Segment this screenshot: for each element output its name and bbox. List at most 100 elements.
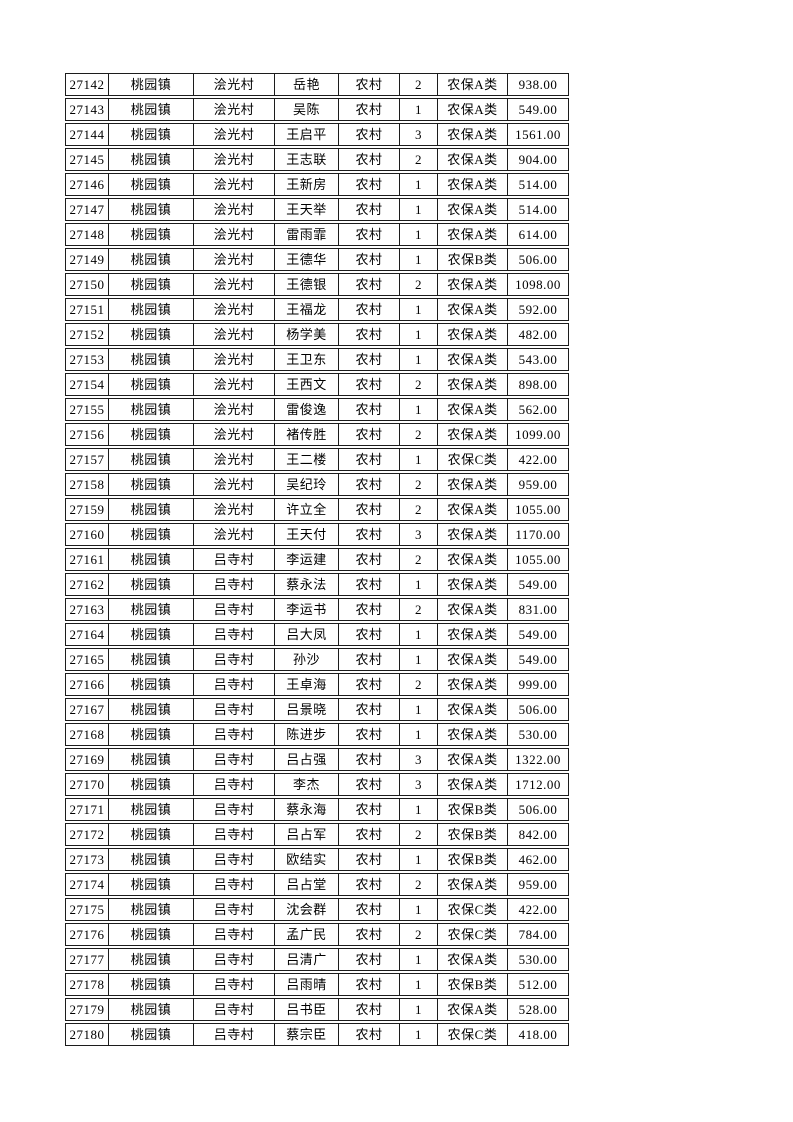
cell-record-id: 27174 — [65, 873, 108, 896]
cell-residence-type: 农村 — [338, 148, 399, 171]
cell-amount: 592.00 — [507, 298, 569, 321]
cell-residence-type: 农村 — [338, 273, 399, 296]
cell-residence-type: 农村 — [338, 648, 399, 671]
cell-person-count: 1 — [399, 323, 437, 346]
table-row: 27163 桃园镇 吕寺村 李运书 农村 2 农保A类 831.00 — [65, 598, 569, 621]
cell-person-count: 1 — [399, 623, 437, 646]
cell-person-count: 1 — [399, 223, 437, 246]
cell-person-name: 王天举 — [274, 198, 338, 221]
cell-person-name: 雷雨霏 — [274, 223, 338, 246]
cell-amount: 549.00 — [507, 623, 569, 646]
cell-person-name: 吕占强 — [274, 748, 338, 771]
cell-residence-type: 农村 — [338, 173, 399, 196]
cell-amount: 1099.00 — [507, 423, 569, 446]
cell-record-id: 27142 — [65, 73, 108, 96]
cell-village: 吕寺村 — [193, 698, 274, 721]
cell-amount: 549.00 — [507, 98, 569, 121]
cell-record-id: 27151 — [65, 298, 108, 321]
cell-person-count: 1 — [399, 398, 437, 421]
cell-residence-type: 农村 — [338, 948, 399, 971]
cell-village: 吕寺村 — [193, 973, 274, 996]
cell-person-name: 孟广民 — [274, 923, 338, 946]
table-row: 27172 桃园镇 吕寺村 吕占军 农村 2 农保B类 842.00 — [65, 823, 569, 846]
table-row: 27175 桃园镇 吕寺村 沈会群 农村 1 农保C类 422.00 — [65, 898, 569, 921]
cell-person-name: 雷俊逸 — [274, 398, 338, 421]
cell-residence-type: 农村 — [338, 73, 399, 96]
cell-insurance-category: 农保A类 — [437, 323, 507, 346]
cell-village: 浍光村 — [193, 323, 274, 346]
cell-village: 浍光村 — [193, 348, 274, 371]
cell-person-count: 1 — [399, 723, 437, 746]
cell-insurance-category: 农保A类 — [437, 123, 507, 146]
cell-person-count: 3 — [399, 773, 437, 796]
cell-amount: 549.00 — [507, 648, 569, 671]
cell-insurance-category: 农保C类 — [437, 448, 507, 471]
cell-town: 桃园镇 — [108, 273, 193, 296]
cell-town: 桃园镇 — [108, 898, 193, 921]
cell-record-id: 27157 — [65, 448, 108, 471]
cell-amount: 898.00 — [507, 373, 569, 396]
cell-person-name: 王二楼 — [274, 448, 338, 471]
cell-person-count: 1 — [399, 698, 437, 721]
cell-amount: 1098.00 — [507, 273, 569, 296]
cell-town: 桃园镇 — [108, 723, 193, 746]
cell-town: 桃园镇 — [108, 973, 193, 996]
cell-amount: 1561.00 — [507, 123, 569, 146]
cell-residence-type: 农村 — [338, 973, 399, 996]
table-row: 27146 桃园镇 浍光村 王新房 农村 1 农保A类 514.00 — [65, 173, 569, 196]
cell-person-name: 沈会群 — [274, 898, 338, 921]
cell-person-count: 1 — [399, 198, 437, 221]
cell-amount: 959.00 — [507, 473, 569, 496]
cell-insurance-category: 农保A类 — [437, 173, 507, 196]
cell-person-count: 1 — [399, 898, 437, 921]
cell-village: 浍光村 — [193, 423, 274, 446]
cell-record-id: 27158 — [65, 473, 108, 496]
cell-person-name: 吕雨晴 — [274, 973, 338, 996]
cell-person-name: 吕景晓 — [274, 698, 338, 721]
cell-town: 桃园镇 — [108, 498, 193, 521]
cell-person-name: 吕大凤 — [274, 623, 338, 646]
cell-town: 桃园镇 — [108, 573, 193, 596]
cell-record-id: 27177 — [65, 948, 108, 971]
cell-town: 桃园镇 — [108, 173, 193, 196]
table-row: 27149 桃园镇 浍光村 王德华 农村 1 农保B类 506.00 — [65, 248, 569, 271]
table-row: 27160 桃园镇 浍光村 王天付 农村 3 农保A类 1170.00 — [65, 523, 569, 546]
cell-village: 吕寺村 — [193, 748, 274, 771]
cell-residence-type: 农村 — [338, 398, 399, 421]
cell-insurance-category: 农保A类 — [437, 748, 507, 771]
cell-residence-type: 农村 — [338, 473, 399, 496]
cell-insurance-category: 农保A类 — [437, 273, 507, 296]
table-row: 27170 桃园镇 吕寺村 李杰 农村 3 农保A类 1712.00 — [65, 773, 569, 796]
cell-residence-type: 农村 — [338, 923, 399, 946]
table-row: 27145 桃园镇 浍光村 王志联 农村 2 农保A类 904.00 — [65, 148, 569, 171]
cell-person-name: 王启平 — [274, 123, 338, 146]
table-row: 27165 桃园镇 吕寺村 孙沙 农村 1 农保A类 549.00 — [65, 648, 569, 671]
cell-record-id: 27170 — [65, 773, 108, 796]
cell-record-id: 27146 — [65, 173, 108, 196]
cell-record-id: 27152 — [65, 323, 108, 346]
cell-person-name: 李运书 — [274, 598, 338, 621]
cell-amount: 549.00 — [507, 573, 569, 596]
cell-record-id: 27164 — [65, 623, 108, 646]
cell-village: 浍光村 — [193, 198, 274, 221]
cell-village: 浍光村 — [193, 373, 274, 396]
cell-village: 浍光村 — [193, 523, 274, 546]
cell-town: 桃园镇 — [108, 548, 193, 571]
cell-person-count: 2 — [399, 598, 437, 621]
cell-village: 浍光村 — [193, 248, 274, 271]
cell-village: 浍光村 — [193, 498, 274, 521]
cell-person-name: 王卓海 — [274, 673, 338, 696]
cell-person-count: 1 — [399, 98, 437, 121]
cell-record-id: 27143 — [65, 98, 108, 121]
cell-village: 吕寺村 — [193, 623, 274, 646]
cell-amount: 904.00 — [507, 148, 569, 171]
cell-village: 吕寺村 — [193, 923, 274, 946]
cell-town: 桃园镇 — [108, 298, 193, 321]
table-row: 27173 桃园镇 吕寺村 欧结实 农村 1 农保B类 462.00 — [65, 848, 569, 871]
cell-insurance-category: 农保A类 — [437, 623, 507, 646]
cell-person-name: 许立全 — [274, 498, 338, 521]
cell-amount: 514.00 — [507, 198, 569, 221]
cell-residence-type: 农村 — [338, 198, 399, 221]
cell-town: 桃园镇 — [108, 198, 193, 221]
cell-record-id: 27168 — [65, 723, 108, 746]
